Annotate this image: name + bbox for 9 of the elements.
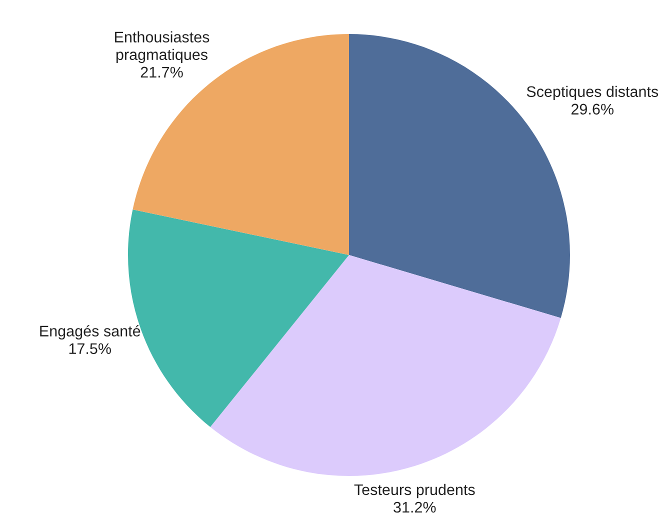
- pie-slice: [210, 255, 561, 476]
- data-label: 17.5%: [69, 343, 111, 354]
- data-label: 31.2%: [394, 502, 436, 513]
- data-label: 21.7%: [140, 66, 183, 78]
- slice-label: Engagés santé: [40, 325, 140, 340]
- slice-label: Sceptiques distants: [526, 86, 658, 100]
- data-label: 29.6%: [571, 104, 614, 115]
- slice-label: Enthousiastes pragmatiques: [115, 31, 210, 64]
- slice-label: Testeurs prudents: [354, 484, 475, 498]
